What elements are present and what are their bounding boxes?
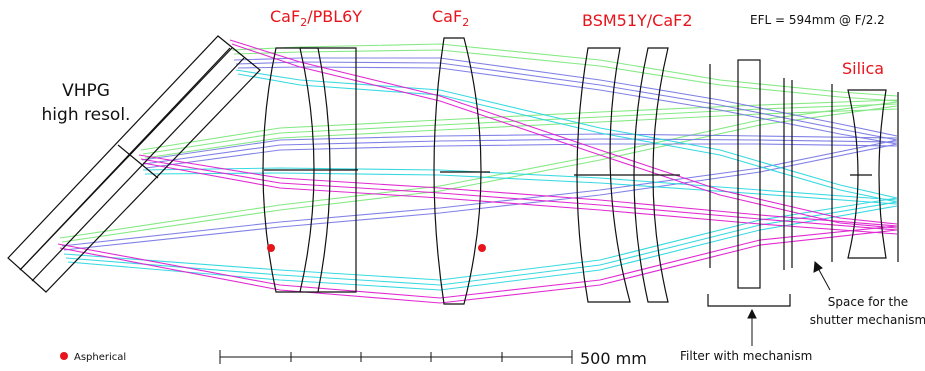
lens-group-1-doublet xyxy=(262,47,358,293)
aspherical-legend-label: Aspherical xyxy=(74,352,126,363)
shutter-label-line1: Space for the xyxy=(828,295,908,309)
red-dot-icon xyxy=(60,352,68,360)
ray-bundle-blue xyxy=(61,57,898,251)
filter-label: Filter with mechanism xyxy=(680,349,812,363)
vhpg-label-line2: high resol. xyxy=(42,105,131,125)
scale-bar xyxy=(219,350,573,364)
arrow-icon xyxy=(813,260,831,291)
vhpg-label-line1: VHPG xyxy=(62,81,110,101)
ray-bundle-magenta xyxy=(57,39,898,304)
shutter-label-line2: shutter mechanism xyxy=(810,313,925,327)
scale-label: 500 mm xyxy=(580,349,647,368)
lens2-material-label: CaF2 xyxy=(432,7,469,29)
aspherical-marker-lens2 xyxy=(478,244,486,252)
aspherical-marker-lens1 xyxy=(267,244,275,252)
lens1-material-label: CaF2/PBL6Y xyxy=(270,7,362,29)
filter-stack xyxy=(707,59,793,307)
ray-bundle-green xyxy=(59,43,898,243)
arrow-icon xyxy=(747,308,757,346)
lens-group-3-doublet xyxy=(574,47,680,303)
ray-bundles xyxy=(57,39,898,304)
lens-2-singlet xyxy=(433,37,490,305)
efl-label: EFL = 594mm @ F/2.2 xyxy=(750,13,885,27)
lens3-material-label: BSM51Y/CaF2 xyxy=(582,11,693,30)
silica-lens xyxy=(831,84,899,262)
silica-label: Silica xyxy=(842,59,884,78)
vhpg-grating xyxy=(7,35,261,293)
